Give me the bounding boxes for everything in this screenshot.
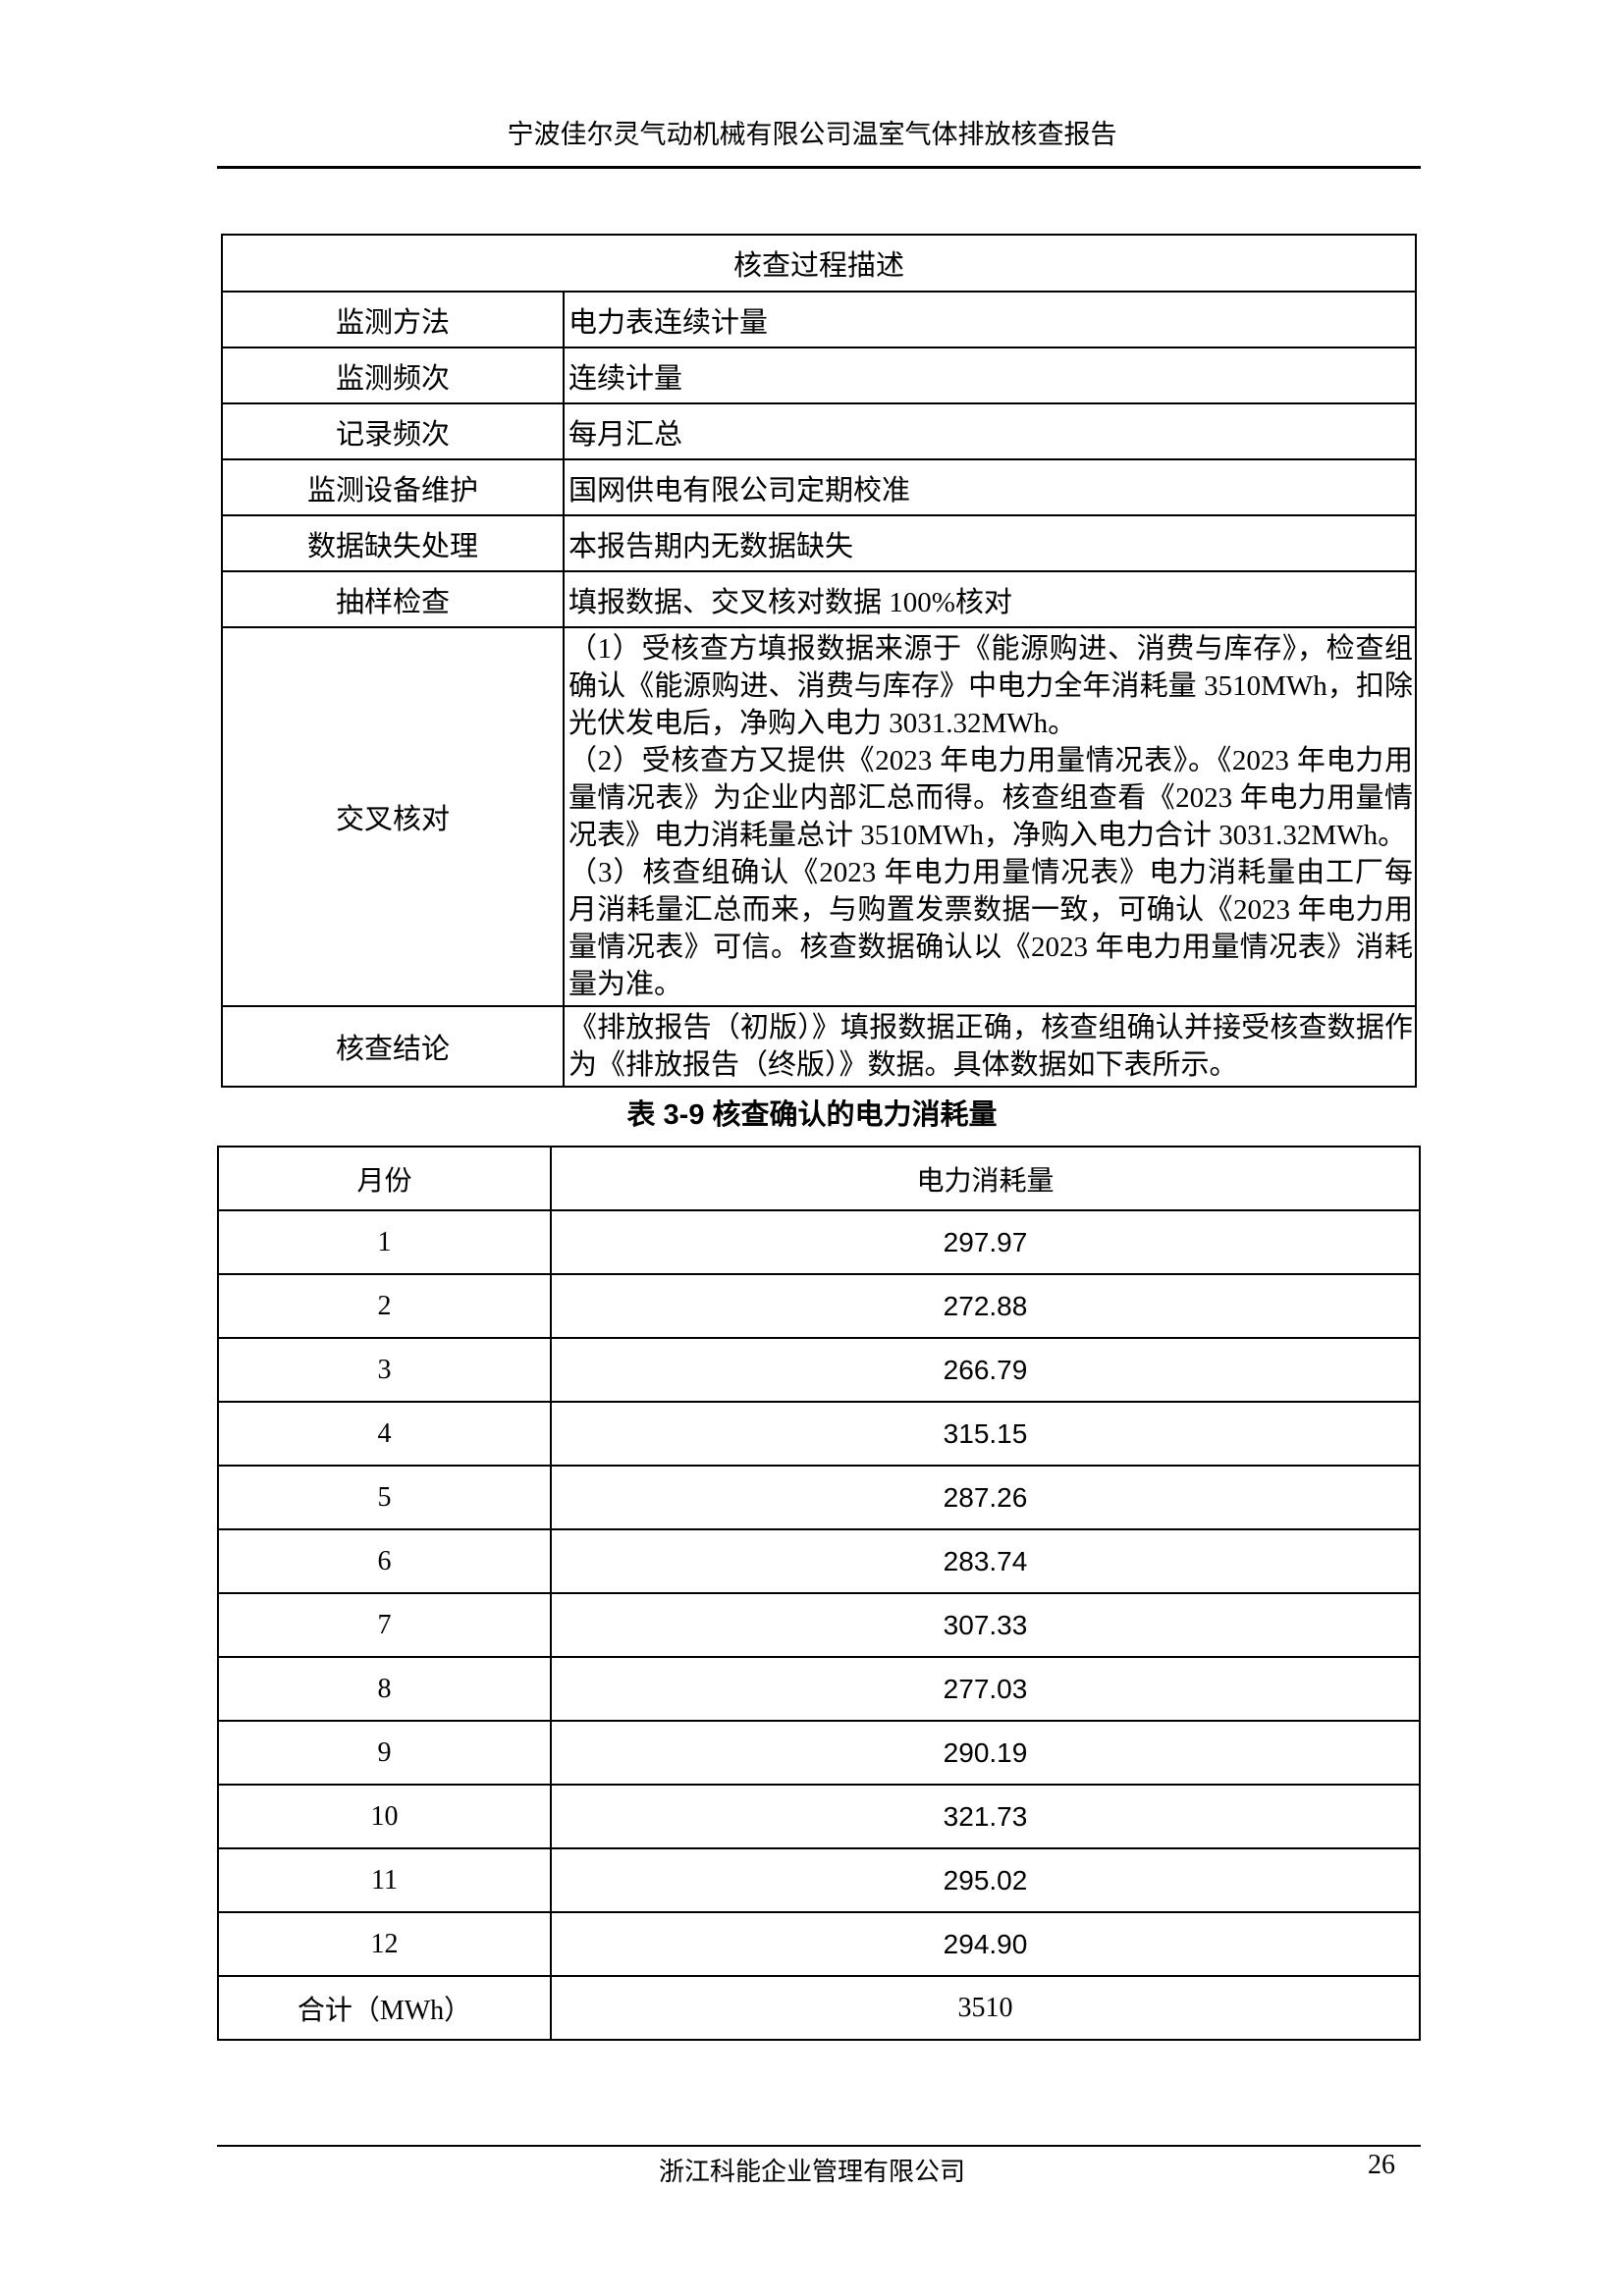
row-value: 连续计量 — [563, 347, 1417, 404]
table-row: 4 315.15 — [217, 1401, 1421, 1467]
table-row: 抽样检查 填报数据、交叉核对数据 100%核对 — [221, 570, 1417, 628]
table-row: 核查结论 《排放报告（初版）》填报数据正确，核查组确认并接受核查数据作为《排放报… — [221, 1005, 1417, 1088]
page-number: 26 — [1368, 2150, 1395, 2180]
total-row: 合计（MWh） 3510 — [217, 1975, 1421, 2041]
row-label: 监测设备维护 — [221, 458, 565, 516]
month-cell: 3 — [217, 1337, 552, 1403]
header-divider — [217, 166, 1421, 169]
consumption-cell: 315.15 — [550, 1401, 1421, 1467]
row-value: 本报告期内无数据缺失 — [563, 514, 1417, 572]
month-cell: 8 — [217, 1656, 552, 1722]
paragraph: （3）核查组确认《2023 年电力用量情况表》电力消耗量由工厂每月消耗量汇总而来… — [568, 857, 1413, 1000]
consumption-cell: 272.88 — [550, 1273, 1421, 1339]
electricity-consumption-table: 月份 电力消耗量 1 297.97 2 272.88 3 266.79 4 315.15 5 28… — [217, 1146, 1421, 2041]
footer-company: 浙江科能企业管理有限公司 — [658, 2158, 965, 2186]
month-cell: 9 — [217, 1720, 552, 1786]
row-label: 监测频次 — [221, 347, 565, 404]
footer-divider — [217, 2145, 1421, 2147]
table-caption: 表 3-9 核查确认的电力消耗量 — [626, 1099, 998, 1131]
month-cell: 12 — [217, 1911, 552, 1977]
table-header-row: 月份 电力消耗量 — [217, 1146, 1421, 1211]
consumption-cell: 321.73 — [550, 1784, 1421, 1849]
table-row: 8 277.03 — [217, 1656, 1421, 1722]
consumption-cell: 297.97 — [550, 1209, 1421, 1275]
total-value: 3510 — [550, 1975, 1421, 2041]
column-header: 电力消耗量 — [550, 1146, 1421, 1211]
month-cell: 5 — [217, 1465, 552, 1530]
table-row: 监测设备维护 国网供电有限公司定期校准 — [221, 458, 1417, 516]
row-value: 电力表连续计量 — [563, 291, 1417, 348]
row-label: 核查结论 — [221, 1005, 565, 1088]
paragraph: （2）受核查方又提供《2023 年电力用量情况表》。《2023 年电力用量情况表… — [568, 745, 1413, 851]
row-label: 交叉核对 — [221, 626, 565, 1007]
consumption-cell: 295.02 — [550, 1847, 1421, 1913]
consumption-cell: 277.03 — [550, 1656, 1421, 1722]
conclusion-text: 《排放报告（初版）》填报数据正确，核查组确认并接受核查数据作为《排放报告（终版）… — [563, 1005, 1417, 1088]
table-title: 核查过程描述 — [221, 234, 1417, 293]
consumption-cell: 290.19 — [550, 1720, 1421, 1786]
table-row: 3 266.79 — [217, 1337, 1421, 1403]
row-value: 填报数据、交叉核对数据 100%核对 — [563, 570, 1417, 628]
table-row: 9 290.19 — [217, 1720, 1421, 1786]
table-row: 5 287.26 — [217, 1465, 1421, 1530]
row-value: 国网供电有限公司定期校准 — [563, 458, 1417, 516]
month-cell: 2 — [217, 1273, 552, 1339]
consumption-cell: 307.33 — [550, 1592, 1421, 1658]
consumption-cell: 287.26 — [550, 1465, 1421, 1530]
month-cell: 11 — [217, 1847, 552, 1913]
month-cell: 4 — [217, 1401, 552, 1467]
table-row: 7 307.33 — [217, 1592, 1421, 1658]
table-row: 监测方法 电力表连续计量 — [221, 291, 1417, 348]
row-label: 记录频次 — [221, 402, 565, 460]
month-cell: 1 — [217, 1209, 552, 1275]
total-label: 合计（MWh） — [217, 1975, 552, 2041]
row-label: 监测方法 — [221, 291, 565, 348]
month-cell: 7 — [217, 1592, 552, 1658]
cross-check-text: （1）受核查方填报数据来源于《能源购进、消费与库存》，检查组确认《能源购进、消费… — [563, 626, 1417, 1007]
consumption-cell: 294.90 — [550, 1911, 1421, 1977]
row-label: 数据缺失处理 — [221, 514, 565, 572]
consumption-cell: 283.74 — [550, 1528, 1421, 1594]
paragraph: （1）受核查方填报数据来源于《能源购进、消费与库存》，检查组确认《能源购进、消费… — [568, 633, 1413, 739]
table-row: 1 297.97 — [217, 1209, 1421, 1275]
row-value: 每月汇总 — [563, 402, 1417, 460]
row-label: 抽样检查 — [221, 570, 565, 628]
table-row: 监测频次 连续计量 — [221, 347, 1417, 404]
table-row: 数据缺失处理 本报告期内无数据缺失 — [221, 514, 1417, 572]
verification-process-table: 核查过程描述 监测方法 电力表连续计量 监测频次 连续计量 记录频次 每月汇总 监测设备维护… — [221, 234, 1417, 1088]
column-header: 月份 — [217, 1146, 552, 1211]
table-row: 11 295.02 — [217, 1847, 1421, 1913]
month-cell: 10 — [217, 1784, 552, 1849]
table-row: 交叉核对 （1）受核查方填报数据来源于《能源购进、消费与库存》，检查组确认《能源… — [221, 626, 1417, 1007]
table-row: 6 283.74 — [217, 1528, 1421, 1594]
table-row: 10 321.73 — [217, 1784, 1421, 1849]
table-row: 2 272.88 — [217, 1273, 1421, 1339]
table-row: 记录频次 每月汇总 — [221, 402, 1417, 460]
table-row: 12 294.90 — [217, 1911, 1421, 1977]
consumption-cell: 266.79 — [550, 1337, 1421, 1403]
page-header-title: 宁波佳尔灵气动机械有限公司温室气体排放核查报告 — [507, 120, 1117, 149]
month-cell: 6 — [217, 1528, 552, 1594]
